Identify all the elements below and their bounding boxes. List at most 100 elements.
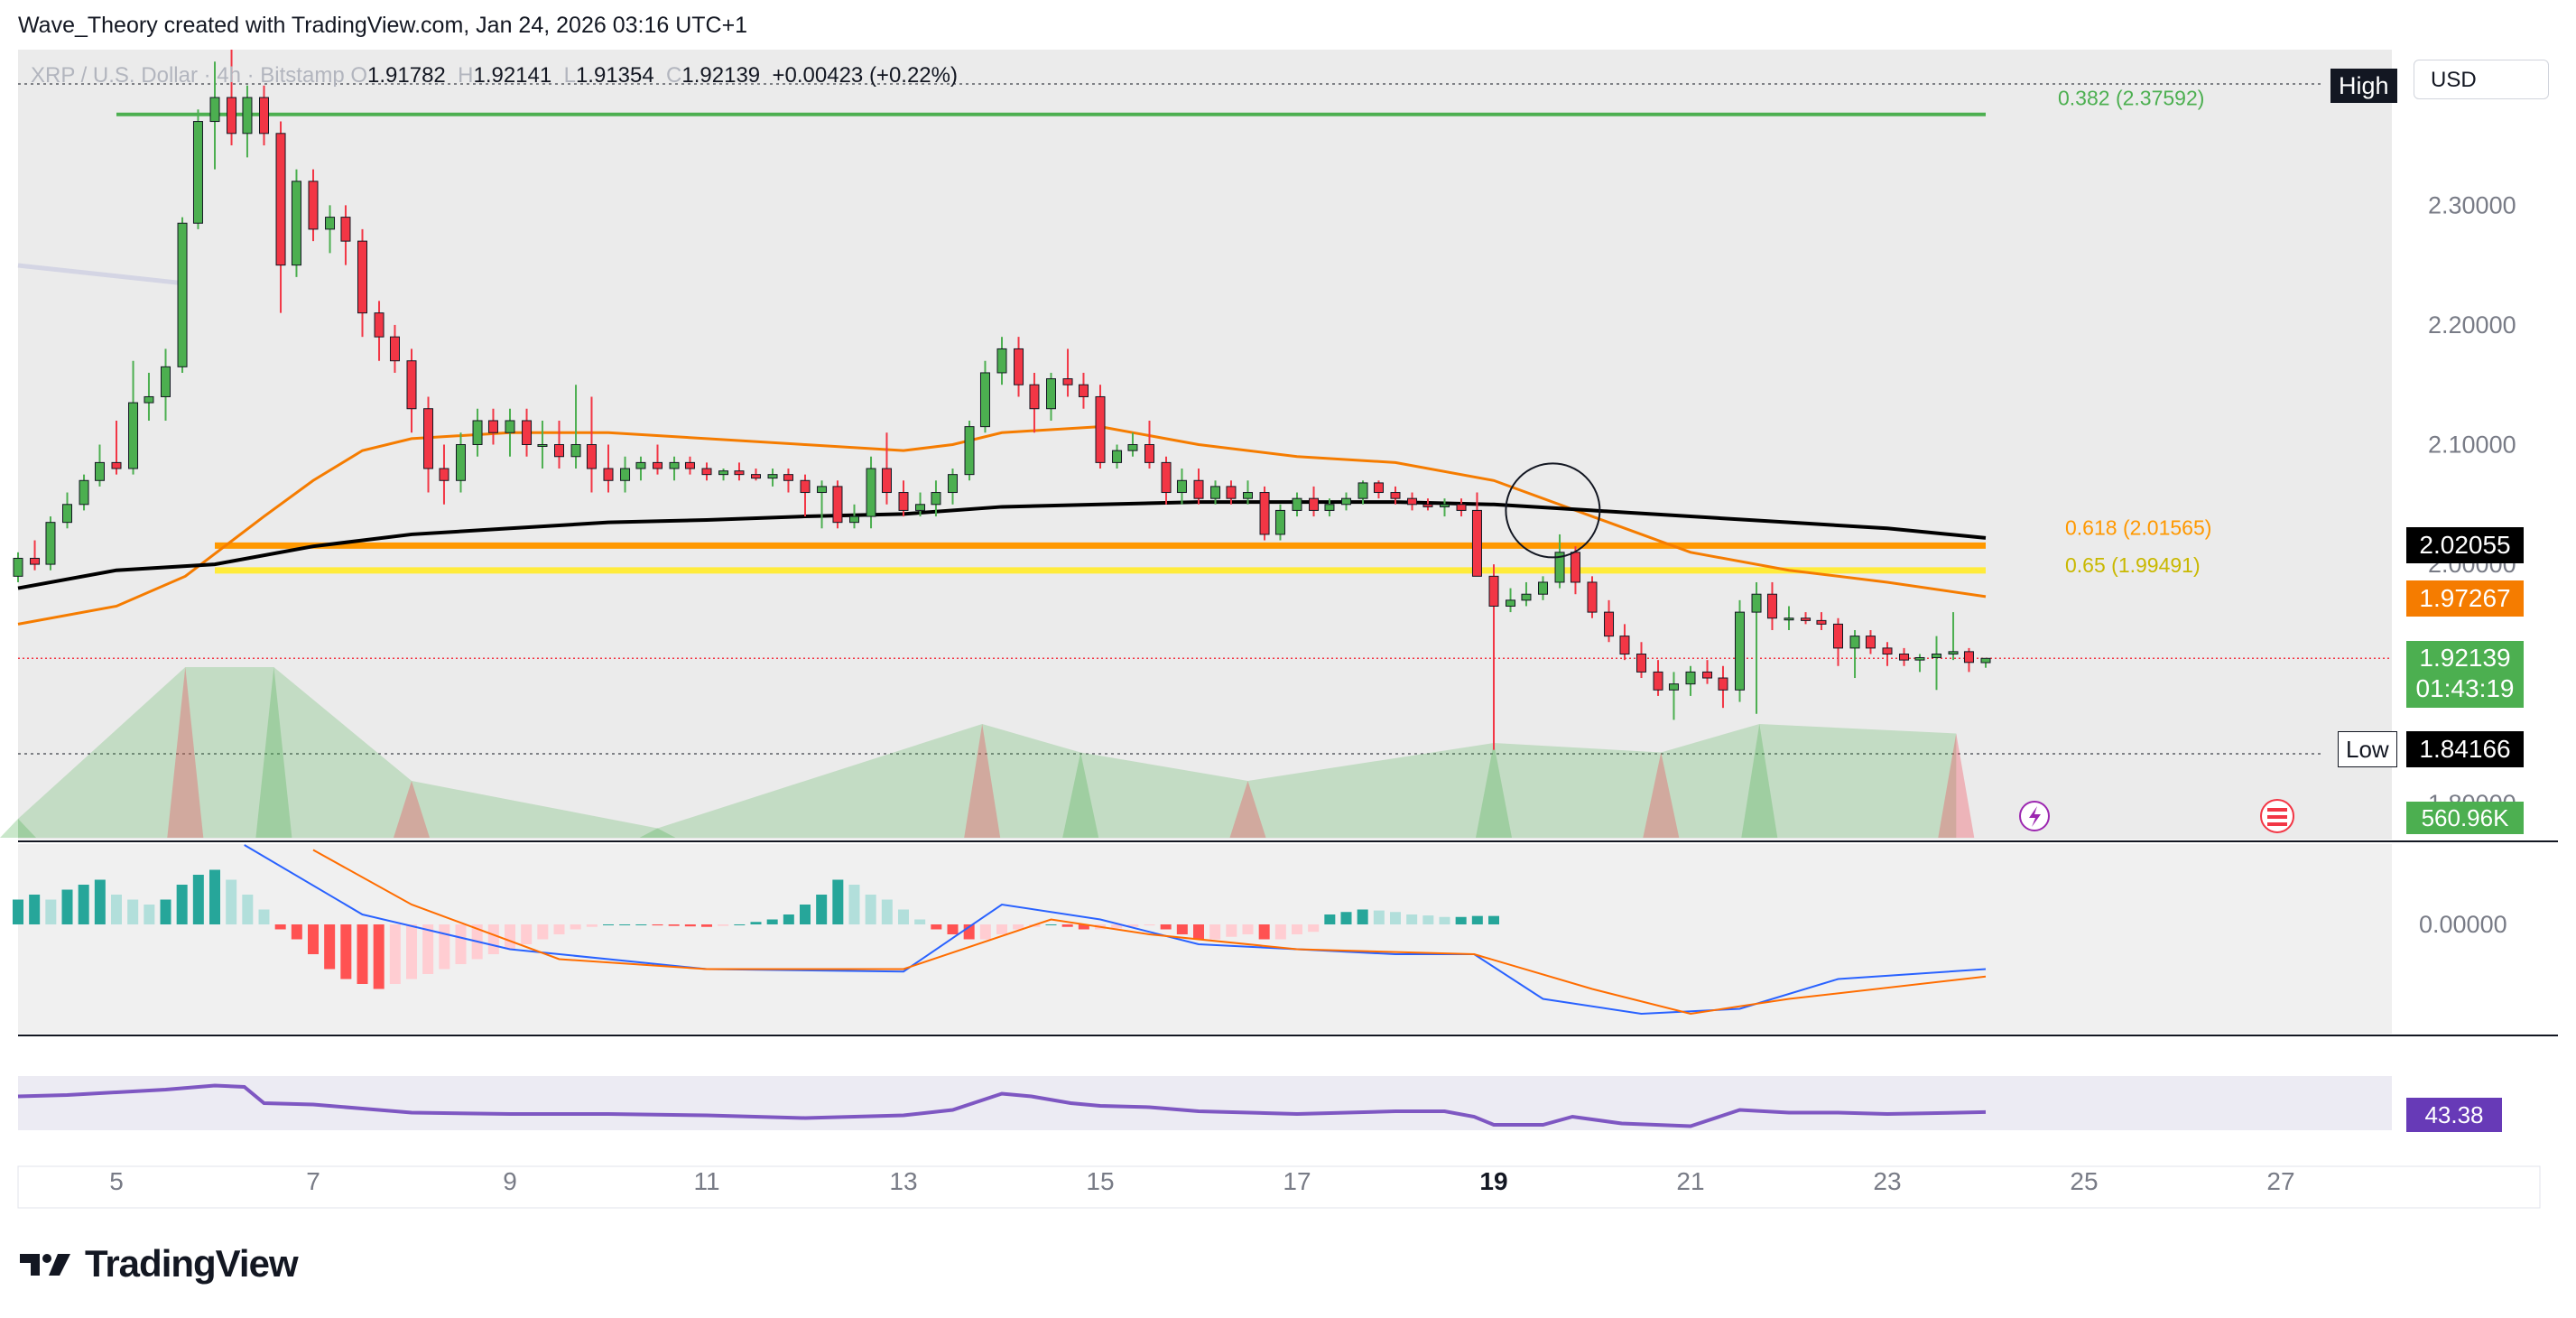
macd-histogram-bar (832, 879, 844, 924)
macd-histogram-bar (1078, 924, 1089, 930)
candle-body (1914, 656, 1925, 661)
candle-body (751, 474, 761, 479)
macd-histogram-bar (1340, 912, 1352, 924)
price-axis-label: 2.10000 (2428, 432, 2516, 459)
candle-body (30, 557, 41, 565)
high-button[interactable]: High (2330, 69, 2397, 103)
ma50-line (17, 425, 1987, 626)
candle-body (881, 468, 892, 494)
time-axis-label: 17 (1283, 1167, 1311, 1195)
macd-histogram-bar (422, 924, 434, 974)
macd-histogram-bar (439, 924, 450, 970)
candle-body (948, 474, 958, 494)
macd-histogram-bar (1357, 909, 1368, 924)
macd-histogram-bar (652, 924, 663, 926)
candle-body (1456, 504, 1467, 511)
macd-histogram-bar (45, 899, 57, 924)
candle-body (1176, 479, 1187, 494)
macd-histogram-bar (816, 895, 828, 924)
macd-histogram-bar (603, 924, 614, 925)
candle-body (1587, 581, 1598, 613)
macd-histogram-bar (979, 924, 991, 940)
macd-histogram-bar (226, 879, 237, 924)
candle-body (1899, 654, 1910, 661)
macd-histogram-bar (1308, 924, 1320, 933)
macd-histogram-bar (1111, 924, 1123, 929)
candle-body (1471, 509, 1482, 577)
flag-stripe (2267, 815, 2287, 819)
macd-histogram-bar (1045, 924, 1057, 925)
candle-body (1685, 671, 1696, 685)
candle-body (554, 444, 564, 458)
price-axis-label: 2.30000 (2428, 191, 2516, 218)
currency-button[interactable]: USD (2414, 60, 2549, 99)
candle-body (1766, 593, 1777, 619)
us-flag-icon (2260, 799, 2294, 833)
macd-histogram-bar (127, 899, 139, 924)
candle-body (1243, 492, 1253, 499)
flash-icon (2019, 801, 2050, 831)
time-axis-frame (17, 1165, 2541, 1209)
macd-histogram-bar (144, 905, 155, 924)
high-prefix: H (458, 63, 474, 88)
macd-histogram-bar (1258, 924, 1270, 940)
candle-body (1521, 593, 1532, 601)
candle-body (1980, 657, 1991, 664)
candle-body (94, 461, 105, 481)
candle-body (800, 479, 811, 494)
candle-body (1538, 581, 1548, 595)
candle-body (308, 181, 319, 230)
macd-histogram-bar (1422, 915, 1434, 924)
macd-histogram-bar (947, 924, 959, 934)
candle-body (291, 181, 301, 266)
candle-body (1506, 599, 1516, 607)
ma200-line (17, 500, 1987, 590)
candle-body (1390, 492, 1401, 499)
candle-body (1882, 647, 1893, 655)
candle-body (1636, 654, 1646, 673)
candle-body (1292, 497, 1302, 511)
candle-body (1259, 492, 1270, 535)
macd-histogram-bar (357, 924, 368, 984)
candle-body (1735, 611, 1745, 691)
macd-histogram-bar (389, 924, 401, 984)
last-price-value: 1.92139 (2419, 644, 2511, 672)
candle-body (1702, 671, 1713, 679)
macd-histogram-bar (1144, 924, 1155, 926)
candle-body (45, 522, 56, 565)
macd-histogram-bar (1209, 924, 1221, 940)
candle-body (1062, 378, 1073, 385)
macd-histogram-bar (209, 869, 220, 924)
time-axis-label: 11 (693, 1167, 719, 1195)
low-value: 1.91354 (575, 63, 654, 88)
candle-body (144, 395, 154, 404)
macd-histogram-bar (1390, 912, 1401, 924)
candle-body (161, 366, 171, 397)
low-prefix: L (563, 63, 576, 88)
candle-body (1440, 504, 1450, 507)
candle-body (996, 348, 1007, 374)
change-value: +0.00423 (+0.22%) (772, 63, 959, 88)
candle-body (1865, 636, 1876, 649)
candle-body (79, 479, 89, 506)
candle-body (964, 426, 975, 476)
low-button[interactable]: Low (2338, 731, 2397, 767)
macd-histogram-bar (800, 905, 811, 924)
macd-histogram-bar (1127, 924, 1139, 927)
candle-body (570, 444, 581, 458)
tradingview-logo[interactable]: TradingView (20, 1242, 299, 1286)
candle-body (653, 461, 663, 469)
symbol-name[interactable]: XRP / U.S. Dollar · 4h · Bitstamp (31, 63, 345, 88)
macd-histogram-bar (996, 924, 1007, 934)
candle-body (357, 240, 367, 314)
macd-histogram-bar (1160, 924, 1172, 930)
candle-body (487, 420, 498, 433)
candle-body (111, 461, 122, 469)
macd-histogram-bar (324, 924, 336, 970)
volume-peak (1062, 752, 1099, 838)
candle-body (586, 444, 597, 469)
macd-histogram-bar (1455, 916, 1467, 924)
time-axis-label: 27 (2266, 1167, 2294, 1195)
macd-histogram-bar (1471, 915, 1483, 924)
